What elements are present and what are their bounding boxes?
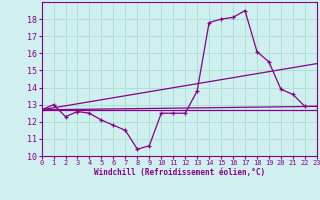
X-axis label: Windchill (Refroidissement éolien,°C): Windchill (Refroidissement éolien,°C) (94, 168, 265, 177)
